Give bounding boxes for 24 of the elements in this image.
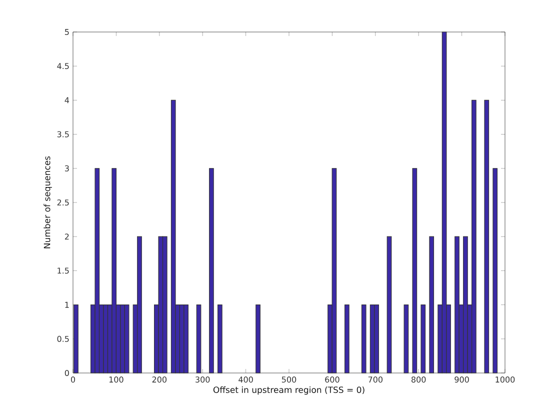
y-tick-label: 3.5	[57, 131, 69, 138]
y-tick-label: 1	[65, 302, 69, 308]
x-tick-label: 400	[238, 376, 253, 383]
y-tick-label: 4.5	[57, 63, 69, 70]
y-tick-label: 0	[64, 370, 69, 376]
y-tick-label: 0.5	[57, 336, 69, 342]
x-tick-label: 600	[325, 376, 340, 383]
y-tick-label: 3	[64, 165, 69, 172]
x-tick-label: 700	[368, 376, 383, 383]
y-axis-title: Number of sequences	[44, 156, 52, 248]
y-tick-label: 4	[64, 97, 70, 104]
y-tick-label: 2.5	[57, 199, 69, 206]
x-tick-label: 500	[282, 376, 296, 383]
y-tick-label: 2	[64, 234, 69, 240]
x-tick-label: 900	[454, 376, 469, 383]
x-tick-label: 0	[70, 376, 76, 383]
y-tick-label: 1.5	[58, 268, 69, 274]
x-tick-label: 300	[196, 376, 210, 383]
x-tick-label: 1000	[496, 376, 515, 383]
x-axis-title: Offset in upstream region (TSS = 0)	[213, 386, 364, 395]
x-tick-label: 800	[412, 376, 426, 383]
x-tick-label: 100	[109, 376, 124, 383]
x-tick-label: 200	[152, 376, 167, 383]
y-tick-label: 5	[64, 29, 69, 35]
